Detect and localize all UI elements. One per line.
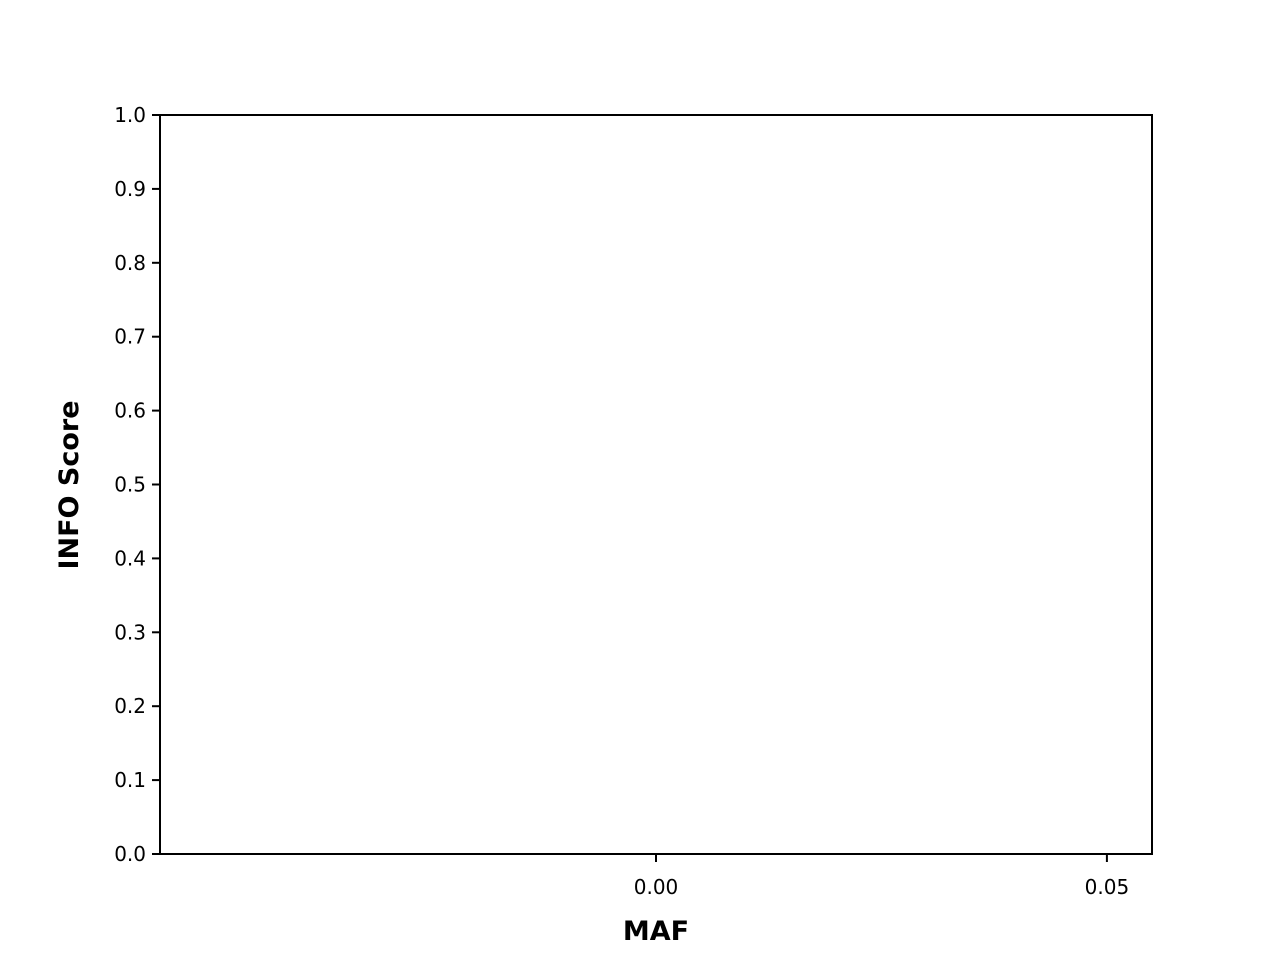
y-tick-label: 0.9 [114,177,146,201]
y-axis-title: INFO Score [54,400,85,569]
y-tick-label: 0.6 [114,399,146,423]
y-tick-label: 0.4 [114,546,146,570]
y-tick-label: 0.3 [114,620,146,644]
x-axis-title: MAF [623,916,689,947]
y-tick-label: 0.0 [114,842,146,866]
x-tick-label: 0.00 [634,875,679,899]
y-tick-label: 0.1 [114,768,146,792]
y-tick-label: 0.2 [114,694,146,718]
y-tick-label: 0.8 [114,251,146,275]
plot-area [160,115,1152,854]
y-tick-label: 0.5 [114,473,146,497]
y-tick-label: 0.7 [114,325,146,349]
plot-frame [159,114,1153,855]
y-tick-label: 1.0 [114,103,146,127]
x-axis-ticks: 0.00 0.05 [634,854,1129,899]
y-axis-ticks: 0.0 0.1 0.2 0.3 0.4 0.5 0.6 0.7 0.8 0.9 1.0 [114,103,160,866]
x-tick-label: 0.05 [1085,875,1130,899]
